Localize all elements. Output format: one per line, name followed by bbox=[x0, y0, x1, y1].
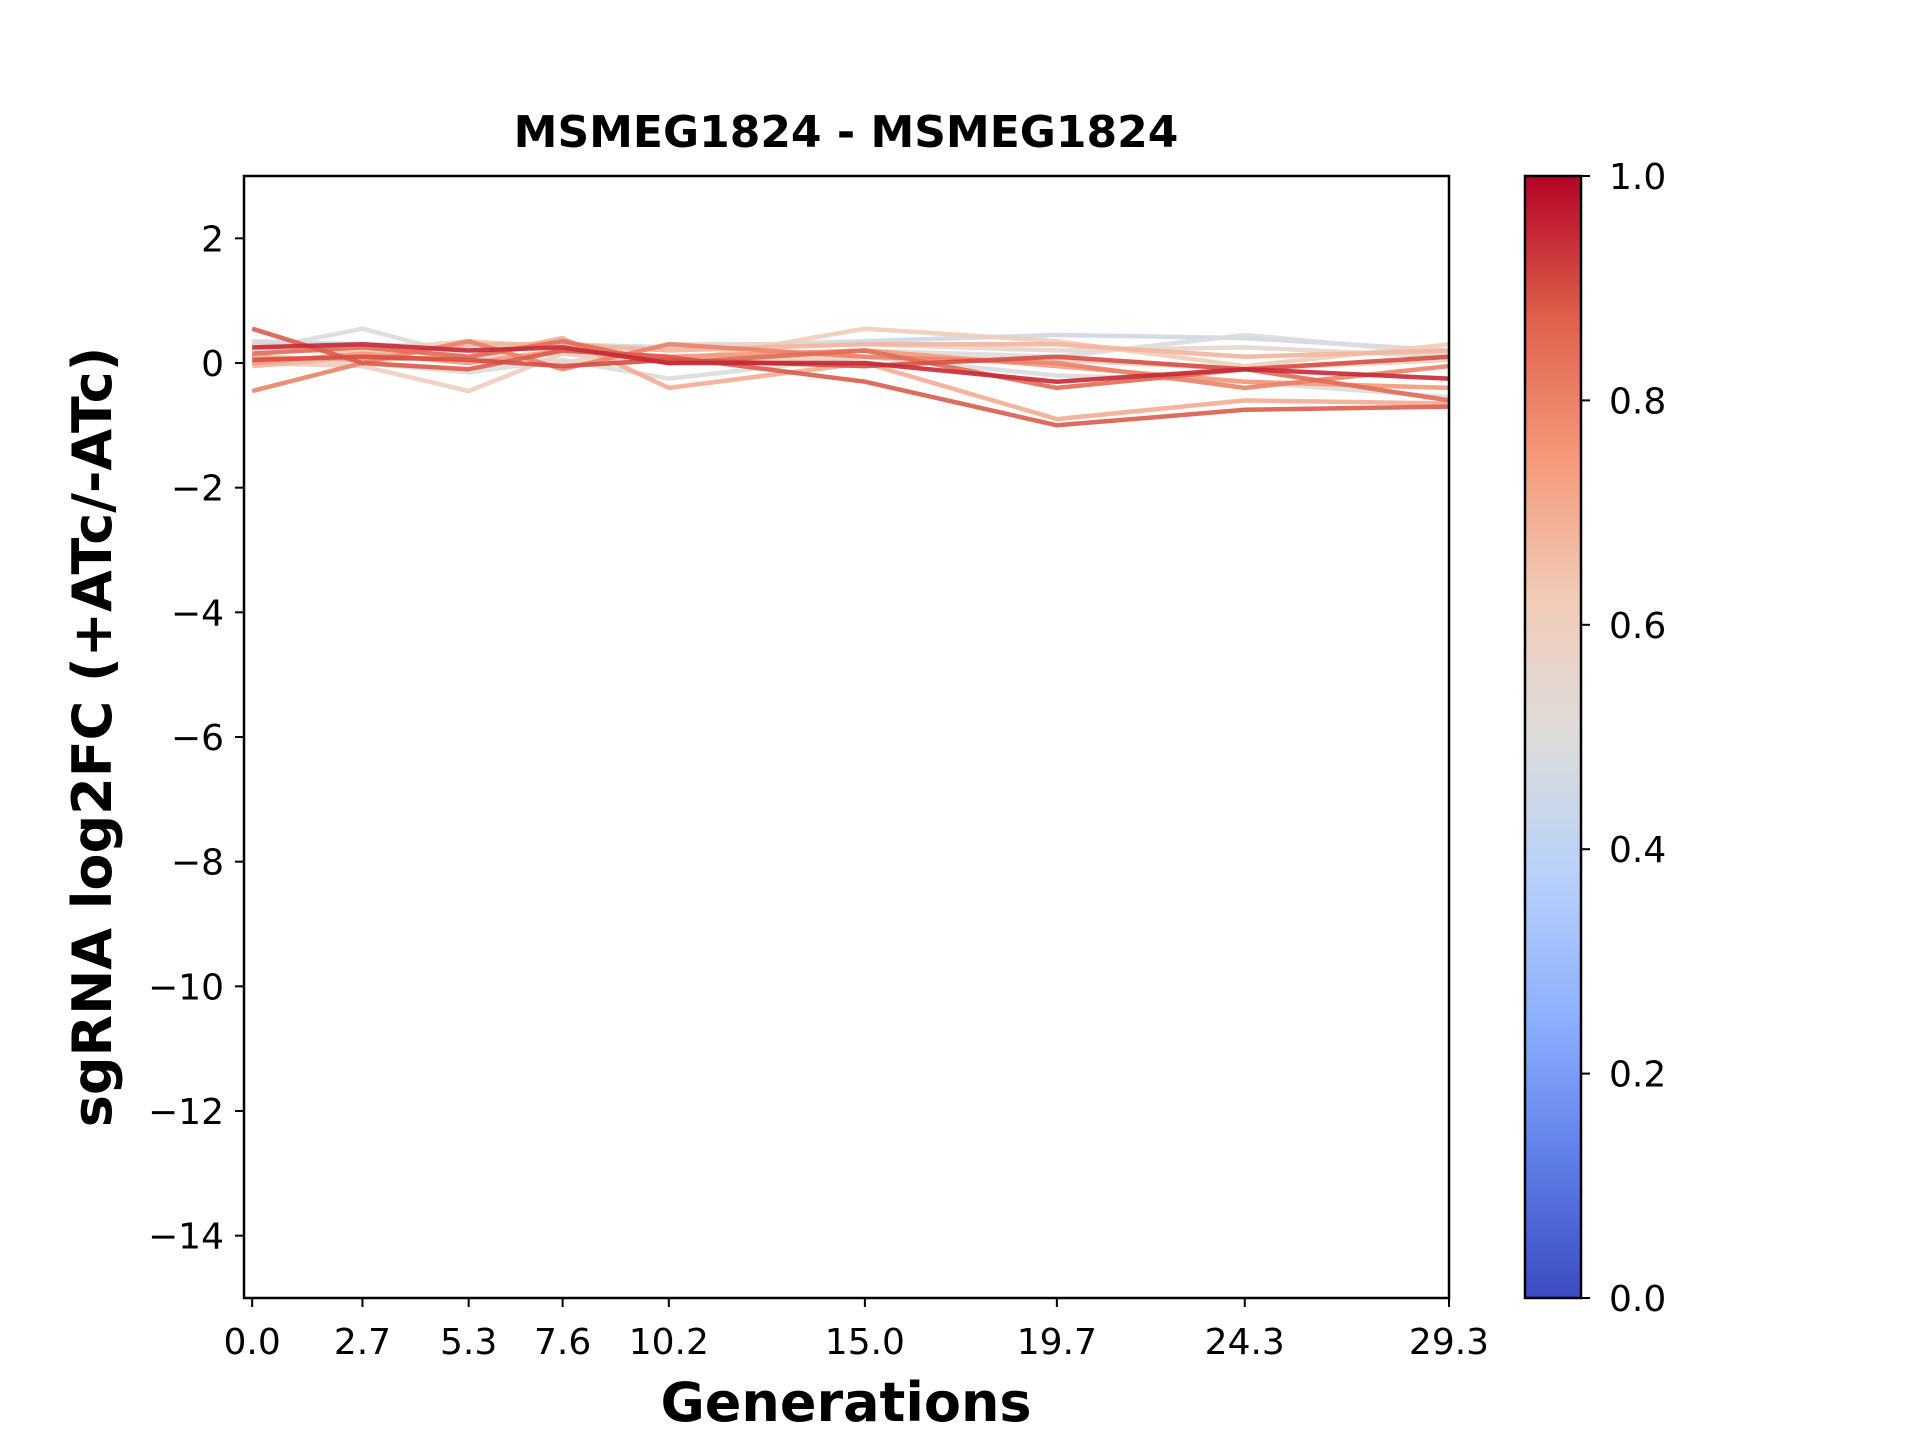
colorbar-tick-label: 0.6 bbox=[1609, 606, 1666, 647]
x-axis: 0.0 2.7 5.3 7.6 10.2 15.0 19.7 24.3 29.3 bbox=[224, 1298, 1489, 1363]
series-line-13 bbox=[252, 354, 1450, 372]
series-layer bbox=[251, 326, 1450, 428]
colorbar-tick-label: 1.0 bbox=[1609, 157, 1666, 198]
y-tick-label: −12 bbox=[148, 1092, 224, 1133]
y-tick-label: 0 bbox=[201, 344, 224, 385]
colorbar-tick-label: 0.4 bbox=[1609, 830, 1666, 871]
x-tick-label: 10.2 bbox=[629, 1322, 709, 1363]
x-tick-label: 2.7 bbox=[334, 1322, 391, 1363]
y-tick-label: −4 bbox=[171, 593, 224, 634]
y-tick-label: −6 bbox=[171, 718, 224, 759]
y-tick-label: −8 bbox=[171, 843, 224, 884]
chart-title: MSMEG1824 - MSMEG1824 bbox=[514, 107, 1179, 158]
y-axis-label: sgRNA log2FC (+ATc/-ATc) bbox=[61, 347, 124, 1128]
x-tick-label: 24.3 bbox=[1205, 1322, 1285, 1363]
y-tick-label: 2 bbox=[201, 219, 224, 260]
x-tick-label: 19.7 bbox=[1017, 1322, 1097, 1363]
y-tick-label: −2 bbox=[171, 469, 224, 510]
colorbar-axis: 0.0 0.2 0.4 0.6 0.8 1.0 bbox=[1581, 157, 1666, 1320]
colorbar-tick-label: 0.2 bbox=[1609, 1055, 1666, 1096]
x-tick-label: 5.3 bbox=[440, 1322, 497, 1363]
colorbar bbox=[1523, 174, 1583, 1300]
x-tick-label: 7.6 bbox=[534, 1322, 591, 1363]
x-tick-label: 15.0 bbox=[825, 1322, 905, 1363]
colorbar-tick-label: 0.0 bbox=[1609, 1279, 1666, 1320]
series-line-12 bbox=[251, 326, 1450, 428]
y-tick-label: −10 bbox=[148, 967, 224, 1008]
x-tick-label: 0.0 bbox=[224, 1322, 281, 1363]
y-axis: 2 0 −2 −4 −6 −8 −10 −12 −14 bbox=[148, 219, 244, 1258]
y-tick-label: −14 bbox=[148, 1217, 224, 1258]
series-line-14 bbox=[252, 342, 1450, 384]
x-axis-label: Generations bbox=[660, 1371, 1031, 1434]
x-tick-label: 29.3 bbox=[1409, 1322, 1489, 1363]
colorbar-tick-label: 0.8 bbox=[1609, 381, 1666, 422]
